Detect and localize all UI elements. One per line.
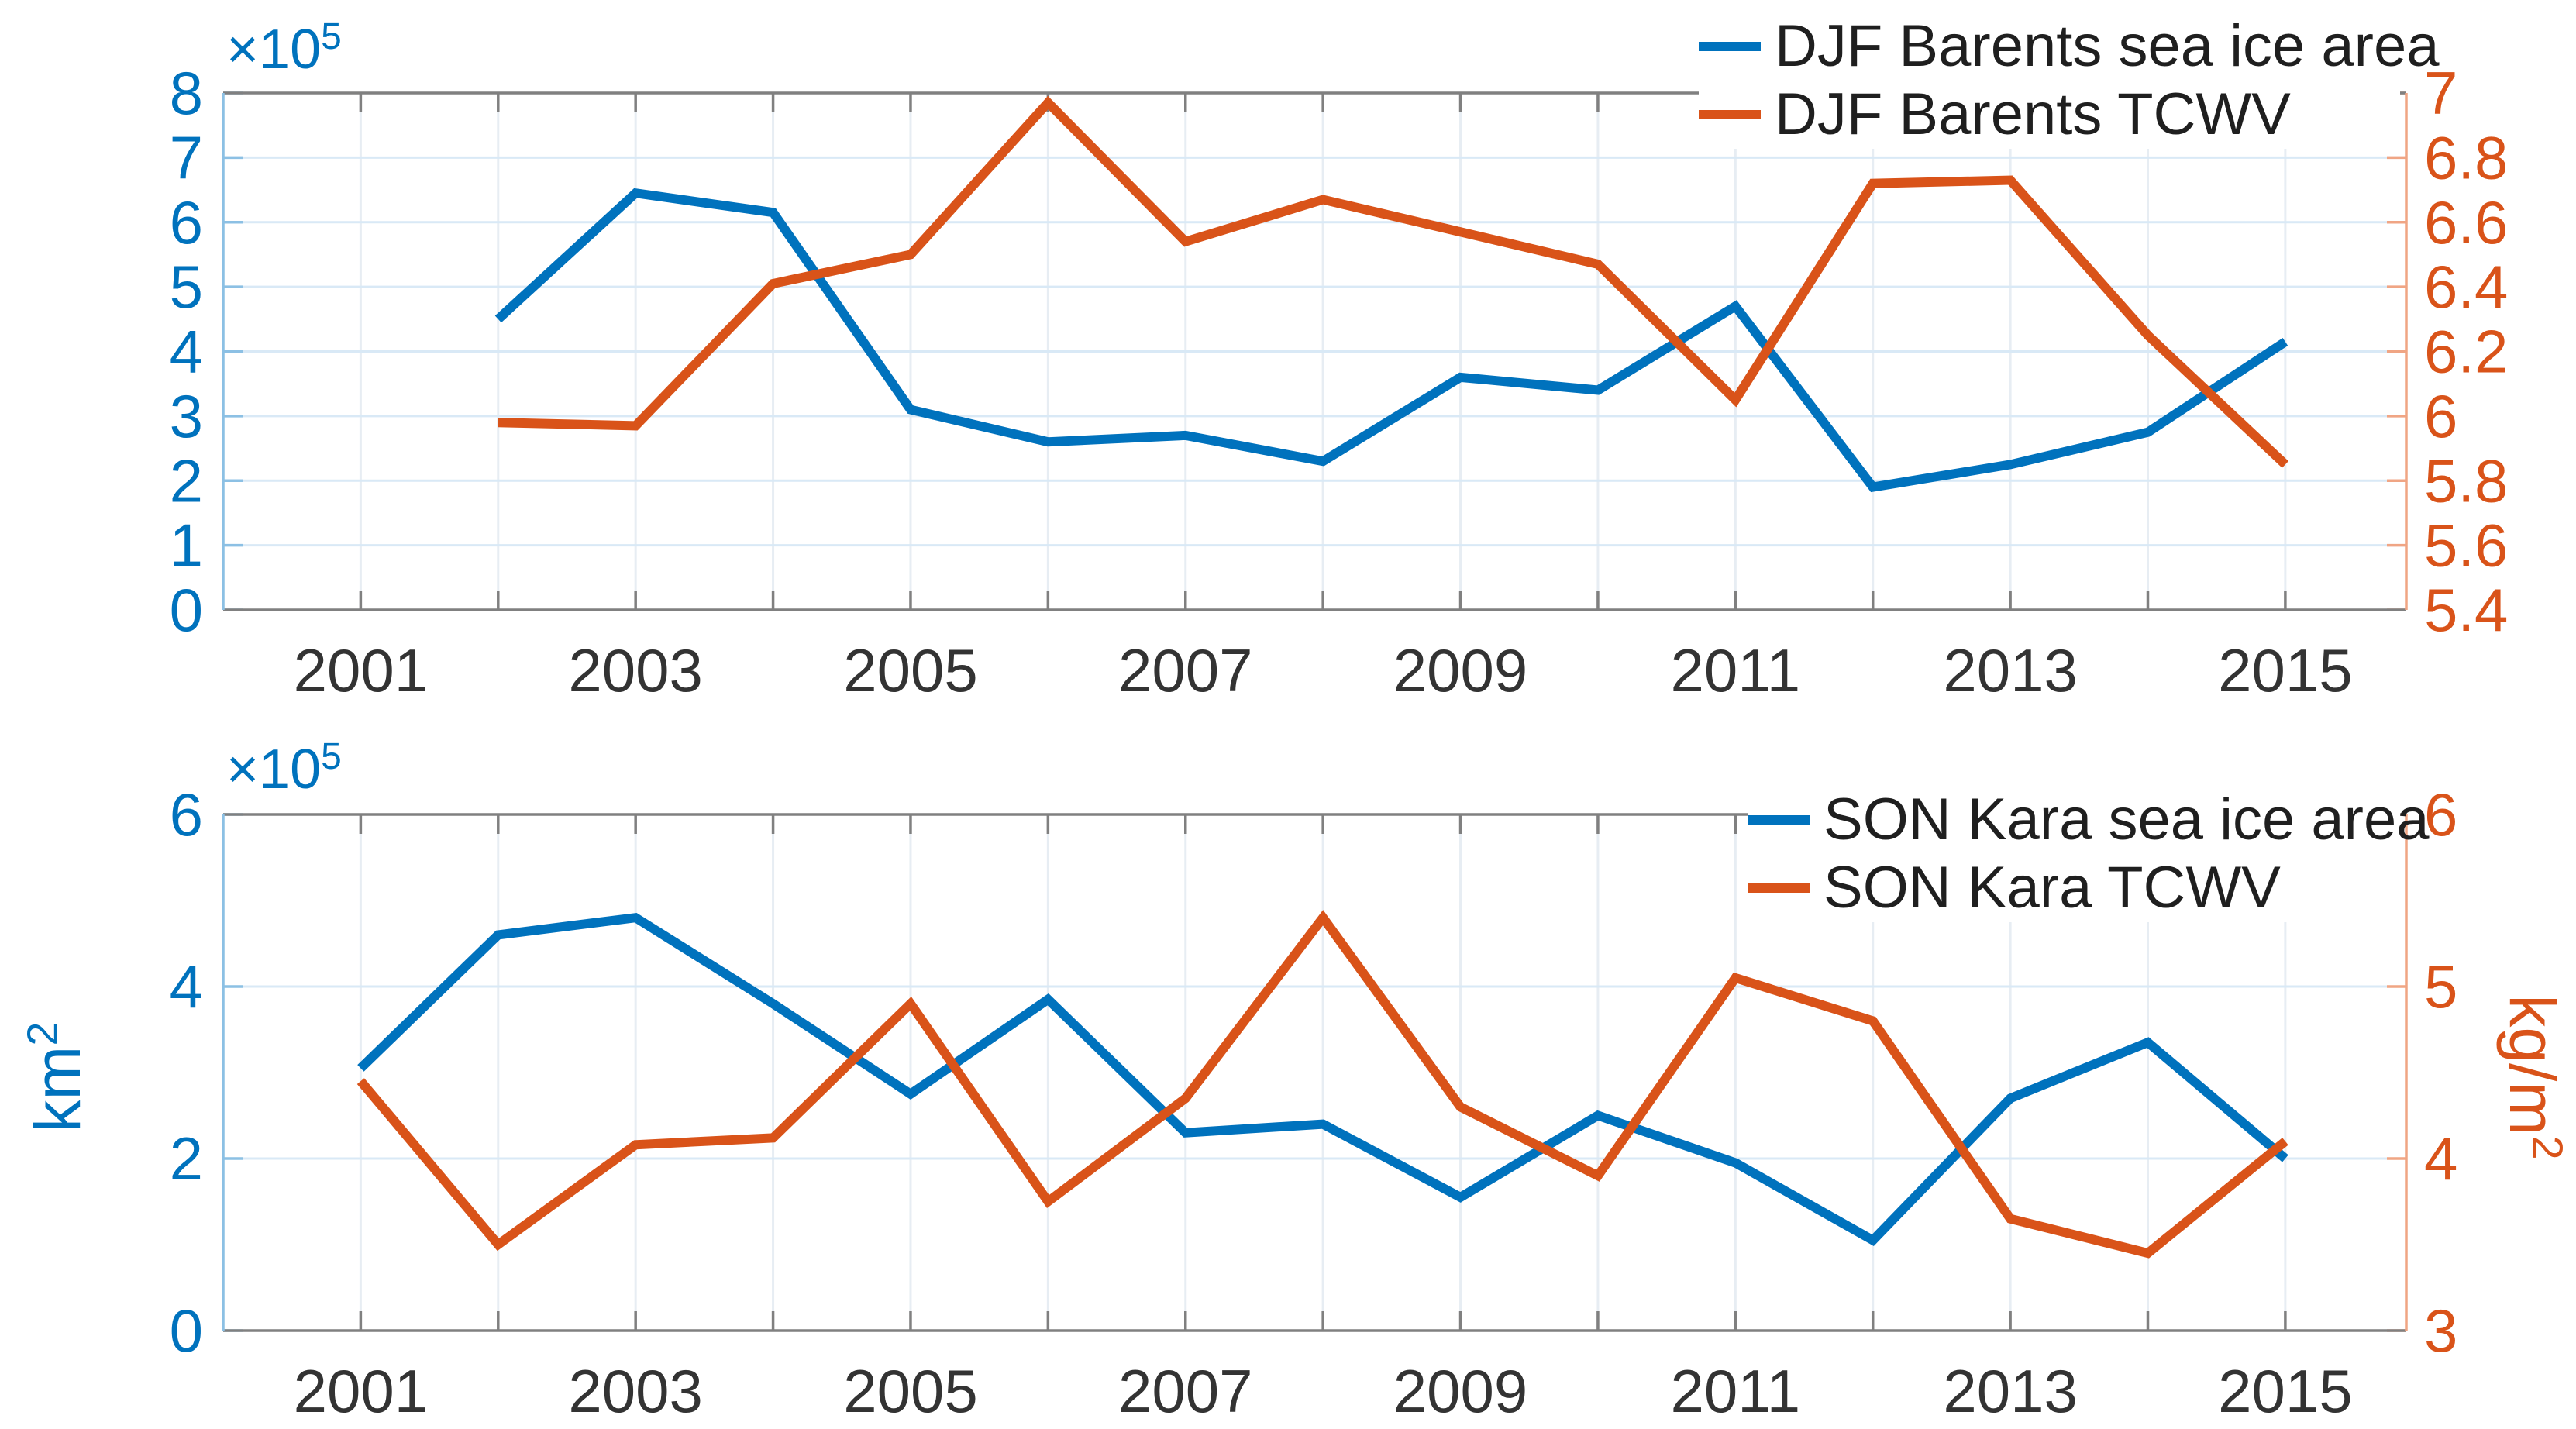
x-tick-label: 2001 xyxy=(294,1357,429,1425)
legend-top-chart: DJF Barents sea ice area DJF Barents TCW… xyxy=(1699,12,2440,149)
x-tick-label: 2015 xyxy=(2218,636,2353,704)
right-tick-label: 7 xyxy=(2424,59,2457,127)
legend-item-son-ice: SON Kara sea ice area xyxy=(1748,786,2430,854)
legend-line-blue xyxy=(1748,815,1810,825)
x-tick-label: 2013 xyxy=(1943,636,2078,704)
x-tick-label: 2005 xyxy=(843,636,978,704)
ylabel-base: km xyxy=(21,1045,94,1133)
legend-item-djf-ice: DJF Barents sea ice area xyxy=(1699,12,2440,81)
bottom-left-axis-exponent: ×105 xyxy=(226,739,342,798)
legend-bottom-chart: SON Kara sea ice area SON Kara TCWV xyxy=(1748,786,2430,922)
legend-label: SON Kara TCWV xyxy=(1824,855,2281,921)
ylabel-power: 2 xyxy=(18,1021,67,1046)
left-tick-label: 6 xyxy=(170,780,203,849)
legend-line-orange xyxy=(1748,883,1810,893)
right-tick-label: 6.8 xyxy=(2424,123,2508,191)
legend-label: DJF Barents TCWV xyxy=(1775,81,2291,147)
x-tick-label: 2005 xyxy=(843,1357,978,1425)
legend-item-djf-tcwv: DJF Barents TCWV xyxy=(1699,81,2400,149)
exponent-base: ×10 xyxy=(226,739,322,801)
x-tick-label: 2001 xyxy=(294,636,429,704)
left-tick-label: 6 xyxy=(170,188,203,257)
left-tick-label: 2 xyxy=(170,1124,203,1193)
right-tick-label: 6 xyxy=(2424,382,2457,450)
series-line xyxy=(356,910,2288,1259)
ylabel-km2: km2 xyxy=(18,1021,94,1132)
legend-line-blue xyxy=(1699,42,1761,51)
legend-label: SON Kara sea ice area xyxy=(1824,787,2430,852)
exponent-power: 5 xyxy=(321,16,342,57)
ylabel-base: kg/m xyxy=(2496,994,2569,1136)
ylabel-kgm2: kg/m2 xyxy=(2496,994,2572,1159)
x-tick-label: 2015 xyxy=(2218,1357,2353,1425)
left-tick-label: 3 xyxy=(170,382,203,450)
legend-item-son-tcwv: SON Kara TCWV xyxy=(1748,854,2400,922)
exponent-power: 5 xyxy=(321,736,342,777)
right-tick-label: 6.6 xyxy=(2424,188,2508,257)
right-tick-label: 4 xyxy=(2424,1124,2457,1193)
right-tick-label: 6.2 xyxy=(2424,318,2508,386)
right-tick-label: 5.8 xyxy=(2424,446,2508,515)
x-tick-label: 2011 xyxy=(1670,1357,1800,1425)
x-tick-label: 2013 xyxy=(1943,1357,2078,1425)
legend-line-orange xyxy=(1699,110,1761,119)
left-tick-label: 1 xyxy=(170,511,203,580)
legend-label: DJF Barents sea ice area xyxy=(1775,13,2440,79)
right-tick-label: 5.6 xyxy=(2424,511,2508,580)
left-tick-label: 0 xyxy=(170,576,203,644)
left-tick-label: 5 xyxy=(170,253,203,321)
left-tick-label: 2 xyxy=(170,446,203,515)
right-tick-label: 3 xyxy=(2424,1296,2457,1365)
left-tick-label: 4 xyxy=(170,952,203,1021)
exponent-base: ×10 xyxy=(226,19,322,81)
x-tick-label: 2009 xyxy=(1393,1357,1528,1425)
x-tick-label: 2009 xyxy=(1393,636,1528,704)
series-line xyxy=(498,95,2289,468)
right-tick-label: 6.4 xyxy=(2424,253,2508,321)
series-line xyxy=(494,188,2288,493)
x-tick-label: 2003 xyxy=(568,1357,703,1425)
x-tick-label: 2003 xyxy=(568,636,703,704)
left-tick-label: 0 xyxy=(170,1296,203,1365)
left-tick-label: 4 xyxy=(170,318,203,386)
x-tick-label: 2007 xyxy=(1118,636,1253,704)
left-tick-label: 8 xyxy=(170,59,203,127)
left-tick-label: 7 xyxy=(170,123,203,191)
x-tick-label: 2011 xyxy=(1670,636,1800,704)
right-tick-label: 5 xyxy=(2424,952,2457,1021)
right-tick-label: 6 xyxy=(2424,780,2457,849)
ylabel-power: 2 xyxy=(2523,1135,2572,1160)
x-tick-label: 2007 xyxy=(1118,1357,1253,1425)
top-left-axis-exponent: ×105 xyxy=(226,19,342,78)
right-tick-label: 5.4 xyxy=(2424,576,2508,644)
